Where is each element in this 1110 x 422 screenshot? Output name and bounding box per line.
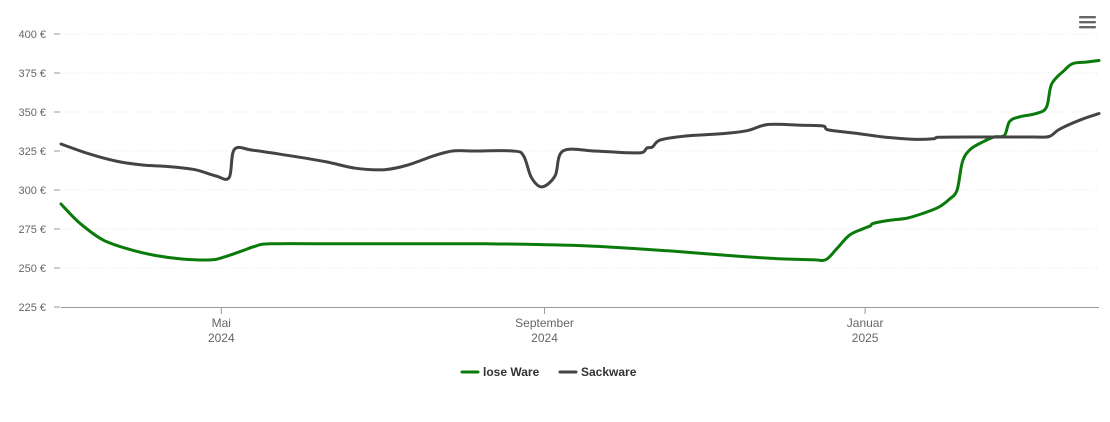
x-tick-label: 2024 [208, 331, 235, 345]
y-tick-label: 225 € [18, 302, 46, 314]
series-layer [59, 59, 1101, 263]
legend-item-sackware[interactable]: Sackware [558, 365, 637, 379]
x-tick-label: Januar [847, 316, 884, 330]
x-tick-label: Mai [212, 316, 231, 330]
x-tick-label: September [515, 316, 574, 330]
y-tick-label: 375 € [18, 68, 46, 80]
legend: lose Ware Sackware [460, 365, 637, 379]
legend-label: Sackware [581, 365, 637, 379]
y-tick-label: 250 € [18, 263, 46, 275]
y-tick-label: 325 € [18, 146, 46, 158]
hamburger-menu-icon[interactable] [1079, 16, 1096, 29]
series-line-sackware[interactable] [59, 112, 1101, 189]
chart-menu-button[interactable] [1074, 10, 1100, 34]
y-axis-ticks: 225 € 250 € 275 € 300 € 325 € 350 € 375 € 400 € [18, 29, 60, 314]
y-tick-label: 400 € [18, 29, 46, 41]
series-line-lose-ware[interactable] [59, 59, 1101, 263]
x-tick-label: 2024 [531, 331, 558, 345]
legend-item-lose-ware[interactable]: lose Ware [460, 365, 540, 379]
y-tick-label: 275 € [18, 224, 46, 236]
legend-label: lose Ware [483, 365, 540, 379]
y-tick-label: 300 € [18, 185, 46, 197]
y-tick-label: 350 € [18, 107, 46, 119]
x-tick-label: 2025 [852, 331, 879, 345]
